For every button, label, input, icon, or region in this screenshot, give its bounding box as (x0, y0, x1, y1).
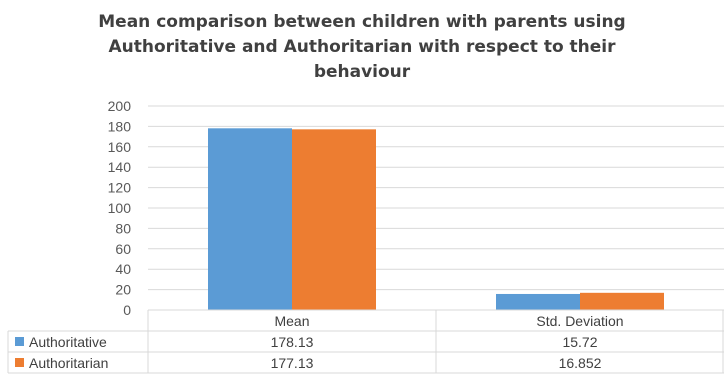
y-tick-label: 200 (108, 98, 132, 114)
data-label-authoritative-1: 178.13 (271, 334, 314, 350)
bar-authoritative-1 (208, 128, 292, 310)
legend-key-authoritative (15, 337, 24, 346)
data-label-authoritarian-1: 177.13 (271, 355, 314, 371)
y-tick-label: 20 (115, 282, 131, 298)
chart-title: Mean comparison between children with pa… (0, 10, 724, 85)
data-label-authoritarian-2: 16.852 (559, 355, 602, 371)
legend-label-authoritative: Authoritative (29, 334, 107, 350)
y-tick-label: 160 (108, 139, 132, 155)
x-category-label: Std. Deviation (536, 313, 623, 329)
chart-title-line-1: Mean comparison between children with pa… (98, 12, 626, 32)
bar-authoritative-2 (496, 293, 580, 310)
y-tick-label: 100 (108, 200, 132, 216)
y-tick-label: 40 (115, 261, 131, 277)
bar-authoritarian-2 (580, 292, 664, 310)
y-tick-label: 0 (123, 302, 131, 318)
bar-authoritarian-1 (292, 129, 376, 310)
y-tick-label: 120 (108, 180, 132, 196)
y-tick-label: 180 (108, 118, 132, 134)
y-tick-label: 60 (115, 241, 131, 257)
legend-key-authoritarian (15, 358, 24, 367)
y-tick-label: 140 (108, 159, 132, 175)
chart-title-line-2: Authoritative and Authoritarian with res… (108, 37, 616, 57)
data-label-authoritative-2: 15.72 (562, 334, 597, 350)
y-tick-label: 80 (115, 220, 131, 236)
legend-label-authoritarian: Authoritarian (29, 355, 108, 371)
x-category-label: Mean (274, 313, 309, 329)
chart-title-line-3: behaviour (313, 62, 411, 82)
